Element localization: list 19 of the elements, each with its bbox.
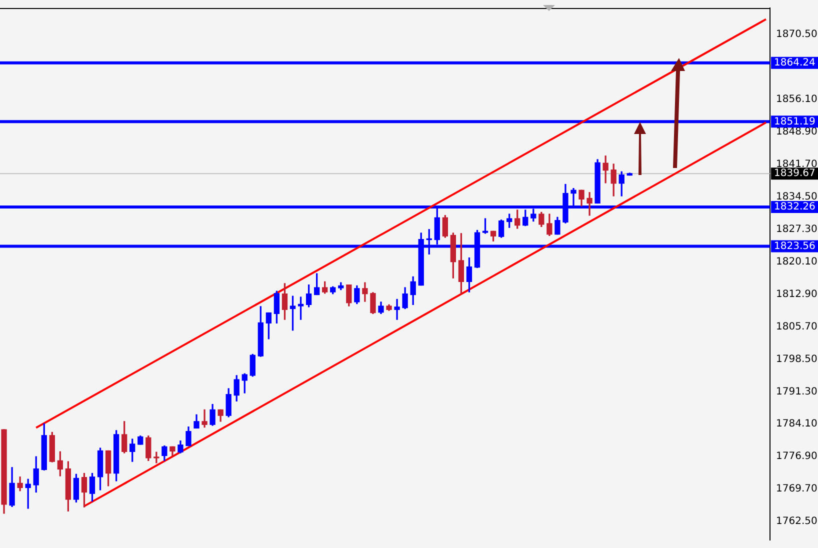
y-tick-label: 1812.90: [776, 288, 818, 300]
y-tick-label: 1784.10: [776, 418, 818, 430]
ref-line-label: 1851.19: [774, 116, 816, 128]
y-tick-label: 1776.90: [776, 451, 818, 462]
ref-line-label: 1864.24: [774, 57, 816, 68]
y-tick-label: 1856.10: [776, 94, 818, 106]
y-tick-label: 1791.30: [776, 386, 818, 398]
y-tick-label: 1820.10: [776, 256, 818, 268]
y-tick-label: 1827.30: [776, 224, 818, 235]
y-tick-label: 1848.90: [776, 126, 818, 138]
y-tick-label: 1762.50: [776, 516, 818, 528]
y-tick-label: 1805.70: [776, 321, 818, 332]
y-tick-label: 1769.70: [776, 484, 818, 495]
y-tick-label: 1870.50: [776, 29, 818, 40]
ref-line-label: 1839.67: [774, 168, 816, 180]
ref-line-label: 1823.56: [774, 240, 816, 252]
ref-line-label: 1832.26: [774, 202, 816, 213]
y-tick-label: 1798.50: [776, 354, 818, 365]
y-tick-label: 1834.50: [776, 192, 818, 202]
